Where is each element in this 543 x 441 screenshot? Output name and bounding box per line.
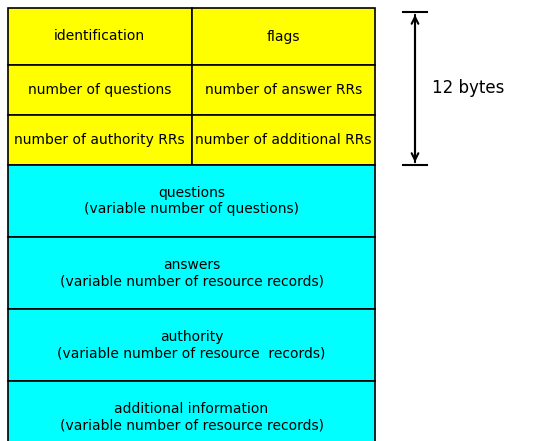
Text: 12 bytes: 12 bytes [432,79,504,97]
Text: flags: flags [267,30,300,44]
Bar [8,165,375,237]
Bar [8,115,192,165]
Bar [192,115,375,165]
Bar [8,237,375,309]
Bar [8,65,192,115]
Text: number of additional RRs: number of additional RRs [195,133,371,147]
Bar [8,8,192,65]
Text: authority
(variable number of resource  records): authority (variable number of resource r… [58,330,326,360]
Text: number of questions: number of questions [28,83,172,97]
Bar [8,309,375,381]
Bar [192,65,375,115]
Text: additional information
(variable number of resource records): additional information (variable number … [60,402,324,432]
Text: answers
(variable number of resource records): answers (variable number of resource rec… [60,258,324,288]
Bar [8,381,375,441]
Text: questions
(variable number of questions): questions (variable number of questions) [84,186,299,216]
Text: number of authority RRs: number of authority RRs [15,133,185,147]
Bar [192,8,375,65]
Text: number of answer RRs: number of answer RRs [205,83,362,97]
Text: identification: identification [54,30,146,44]
